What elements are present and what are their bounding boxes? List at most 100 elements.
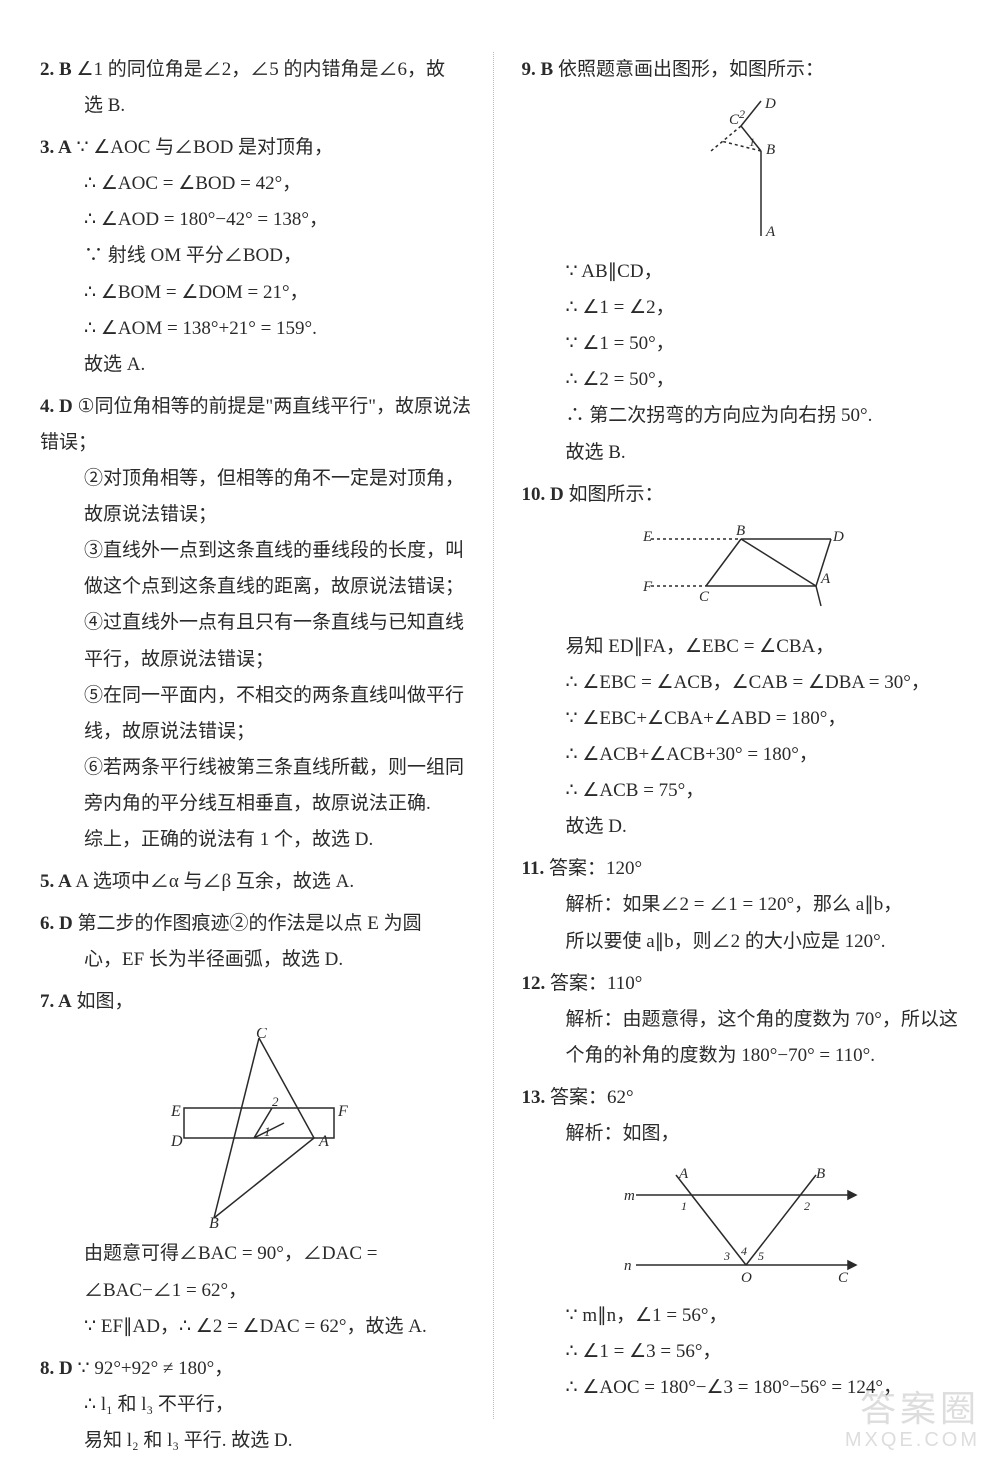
- q4-l7: 综上，正确的说法有 1 个，故选 D.: [40, 822, 479, 858]
- fig13-m: m: [624, 1188, 635, 1204]
- q7-num: 7. A: [40, 991, 72, 1012]
- q13-l1: ∵ m∥n，∠1 = 56°，: [522, 1298, 961, 1334]
- q10-num: 10. D: [522, 484, 564, 505]
- q8-l3: 易知 l₂ 和 l₃ 平行. 故选 D.: [40, 1423, 479, 1459]
- q2-t1: ∠1 的同位角是∠2，∠5 的内错角是∠6，故: [76, 59, 445, 80]
- q11-num: 11.: [522, 858, 545, 879]
- fig13-A: A: [678, 1166, 689, 1182]
- q13-jx0: 如图，: [623, 1123, 680, 1144]
- fig13-B: B: [816, 1166, 825, 1182]
- q9-num: 9. B: [522, 59, 554, 80]
- q4-l1: ①同位角相等的前提是"两直线平行"，故原说法错误；: [40, 396, 471, 453]
- q3-num: 3. A: [40, 137, 72, 158]
- fig10-B: B: [736, 523, 745, 539]
- q6: 6. D 第二步的作图痕迹②的作法是以点 E 为圆 心，EF 长为半径画弧，故选…: [40, 906, 479, 978]
- q4-l6: ⑥若两条平行线被第三条直线所截，则一组同旁内角的平分线互相垂直，故原说法正确.: [40, 750, 479, 822]
- q9-l3: ∵ ∠1 = 50°，: [522, 326, 961, 362]
- fig7-1: 1: [264, 1124, 271, 1139]
- fig10-C: C: [699, 589, 710, 605]
- q12-ans-label: 答案：: [550, 973, 607, 994]
- q13-num: 13.: [522, 1087, 546, 1108]
- q3: 3. A ∵ ∠AOC 与∠BOD 是对顶角， ∴ ∠AOC = ∠BOD = …: [40, 130, 479, 383]
- q9-l6: 故选 B.: [522, 435, 961, 471]
- q10-l1: 易知 ED∥FA，∠EBC = ∠CBA，: [522, 629, 961, 665]
- fig13-C: C: [838, 1270, 849, 1286]
- q4: 4. D ①同位角相等的前提是"两直线平行"，故原说法错误； ②对顶角相等，但相…: [40, 389, 479, 858]
- q7-l2: ∵ EF∥AD，∴ ∠2 = ∠DAC = 62°，故选 A.: [40, 1309, 479, 1345]
- fig10-D: D: [832, 529, 844, 545]
- q12-jx-label: 解析：: [566, 1009, 623, 1030]
- two-column-layout: 2. B ∠1 的同位角是∠2，∠5 的内错角是∠6，故 选 B. 3. A ∵…: [40, 52, 960, 1419]
- q12-jx1: 由题意得，这个角的度数为 70°，所以这: [623, 1009, 958, 1030]
- fig7-C: C: [256, 1028, 267, 1042]
- fig13-n: n: [624, 1258, 632, 1274]
- q11-jx-label: 解析：: [566, 894, 623, 915]
- q12-num: 12.: [522, 973, 546, 994]
- q9-l5: ∴ 第二次拐弯的方向应为向右拐 50°.: [522, 398, 961, 434]
- q3-l1: ∵ ∠AOC 与∠BOD 是对顶角，: [76, 137, 333, 158]
- q4-l3: ③直线外一点到这条直线的垂线段的长度，叫做这个点到这条直线的距离，故原说法错误；: [40, 533, 479, 605]
- q7: 7. A 如图， C E F D A B 1: [40, 984, 479, 1344]
- watermark: 答案圈 MXQE.COM: [845, 1389, 980, 1451]
- q9-l0: 依照题意画出图形，如图所示：: [558, 59, 824, 80]
- q13: 13. 答案：62° 解析：如图， m n A B C: [522, 1080, 961, 1406]
- q3-l3: ∴ ∠AOD = 180°−42° = 138°，: [40, 202, 479, 238]
- q8-num: 8. D: [40, 1358, 73, 1379]
- fig13-4: 4: [741, 1244, 747, 1258]
- fig9-A: A: [765, 224, 776, 240]
- q10-l6: 故选 D.: [522, 809, 961, 845]
- q8: 8. D ∵ 92°+92° ≠ 180°， ∴ l₁ 和 l₃ 不平行， 易知…: [40, 1351, 479, 1459]
- q13-l2: ∴ ∠1 = ∠3 = 56°，: [522, 1334, 961, 1370]
- q6-l1: 第二步的作图痕迹②的作法是以点 E 为圆: [77, 913, 421, 934]
- fig9-2: 2: [739, 107, 745, 121]
- fig13-O: O: [741, 1270, 752, 1286]
- q10: 10. D 如图所示： E B D F C: [522, 477, 961, 846]
- q4-l4: ④过直线外一点有且只有一条直线与已知直线平行，故原说法错误；: [40, 605, 479, 677]
- q13-ans-label: 答案：: [550, 1087, 607, 1108]
- q2-t2: 选 B.: [40, 88, 479, 124]
- fig10-F: F: [642, 579, 653, 595]
- q11-ans-label: 答案：: [549, 858, 606, 879]
- q9: 9. B 依照题意画出图形，如图所示： D C B A 1 2: [522, 52, 961, 471]
- q3-l2: ∴ ∠AOC = ∠BOD = 42°，: [40, 166, 479, 202]
- q8-l2: ∴ l₁ 和 l₃ 不平行，: [40, 1387, 479, 1423]
- fig9-B: B: [766, 142, 775, 158]
- fig7-F: F: [337, 1103, 348, 1120]
- fig7-A: A: [318, 1133, 329, 1150]
- q10-l3: ∵ ∠EBC+∠CBA+∠ABD = 180°，: [522, 701, 961, 737]
- fig13-5: 5: [758, 1249, 764, 1263]
- fig9-D: D: [764, 96, 776, 112]
- q6-l2: 心，EF 长为半径画弧，故选 D.: [40, 942, 479, 978]
- q6-num: 6. D: [40, 913, 73, 934]
- figure-q9: D C B A 1 2: [671, 96, 811, 246]
- q12-jx2: 个角的补角的度数为 180°−70° = 110°.: [522, 1038, 961, 1074]
- fig9-1: 1: [749, 135, 755, 149]
- q9-l1: ∵ AB∥CD，: [522, 254, 961, 290]
- fig13-1: 1: [681, 1199, 687, 1213]
- q3-l4: ∵ 射线 OM 平分∠BOD，: [40, 238, 479, 274]
- watermark-main: 答案圈: [845, 1389, 980, 1429]
- q5-num: 5. A: [40, 871, 72, 892]
- q9-l4: ∴ ∠2 = 50°，: [522, 362, 961, 398]
- figure-q7: C E F D A B 1 2: [154, 1028, 364, 1228]
- q11-jx1: 如果∠2 = ∠1 = 120°，那么 a∥b，: [623, 894, 903, 915]
- q5-text: A 选项中∠α 与∠β 互余，故选 A.: [75, 871, 354, 892]
- fig7-B: B: [209, 1215, 219, 1228]
- q3-l7: 故选 A.: [40, 347, 479, 383]
- q8-l1: ∵ 92°+92° ≠ 180°，: [77, 1358, 233, 1379]
- q10-l2: ∴ ∠EBC = ∠ACB，∠CAB = ∠DBA = 30°，: [522, 665, 961, 701]
- q2: 2. B ∠1 的同位角是∠2，∠5 的内错角是∠6，故 选 B.: [40, 52, 479, 124]
- q4-l2: ②对顶角相等，但相等的角不一定是对顶角，故原说法错误；: [40, 461, 479, 533]
- q7-l1: 由题意可得∠BAC = 90°，∠DAC = ∠BAC−∠1 = 62°，: [40, 1236, 479, 1308]
- q13-ans: 62°: [607, 1087, 634, 1108]
- q10-l5: ∴ ∠ACB = 75°，: [522, 773, 961, 809]
- q5: 5. A A 选项中∠α 与∠β 互余，故选 A.: [40, 864, 479, 900]
- fig10-E: E: [642, 529, 652, 545]
- q3-l6: ∴ ∠AOM = 138°+21° = 159°.: [40, 311, 479, 347]
- fig13-2: 2: [804, 1199, 810, 1213]
- watermark-sub: MXQE.COM: [845, 1429, 980, 1451]
- q12: 12. 答案：110° 解析：由题意得，这个角的度数为 70°，所以这 个角的补…: [522, 966, 961, 1074]
- q9-l2: ∴ ∠1 = ∠2，: [522, 290, 961, 326]
- q11-ans: 120°: [606, 858, 642, 879]
- q4-l5: ⑤在同一平面内，不相交的两条直线叫做平行线，故原说法错误；: [40, 678, 479, 750]
